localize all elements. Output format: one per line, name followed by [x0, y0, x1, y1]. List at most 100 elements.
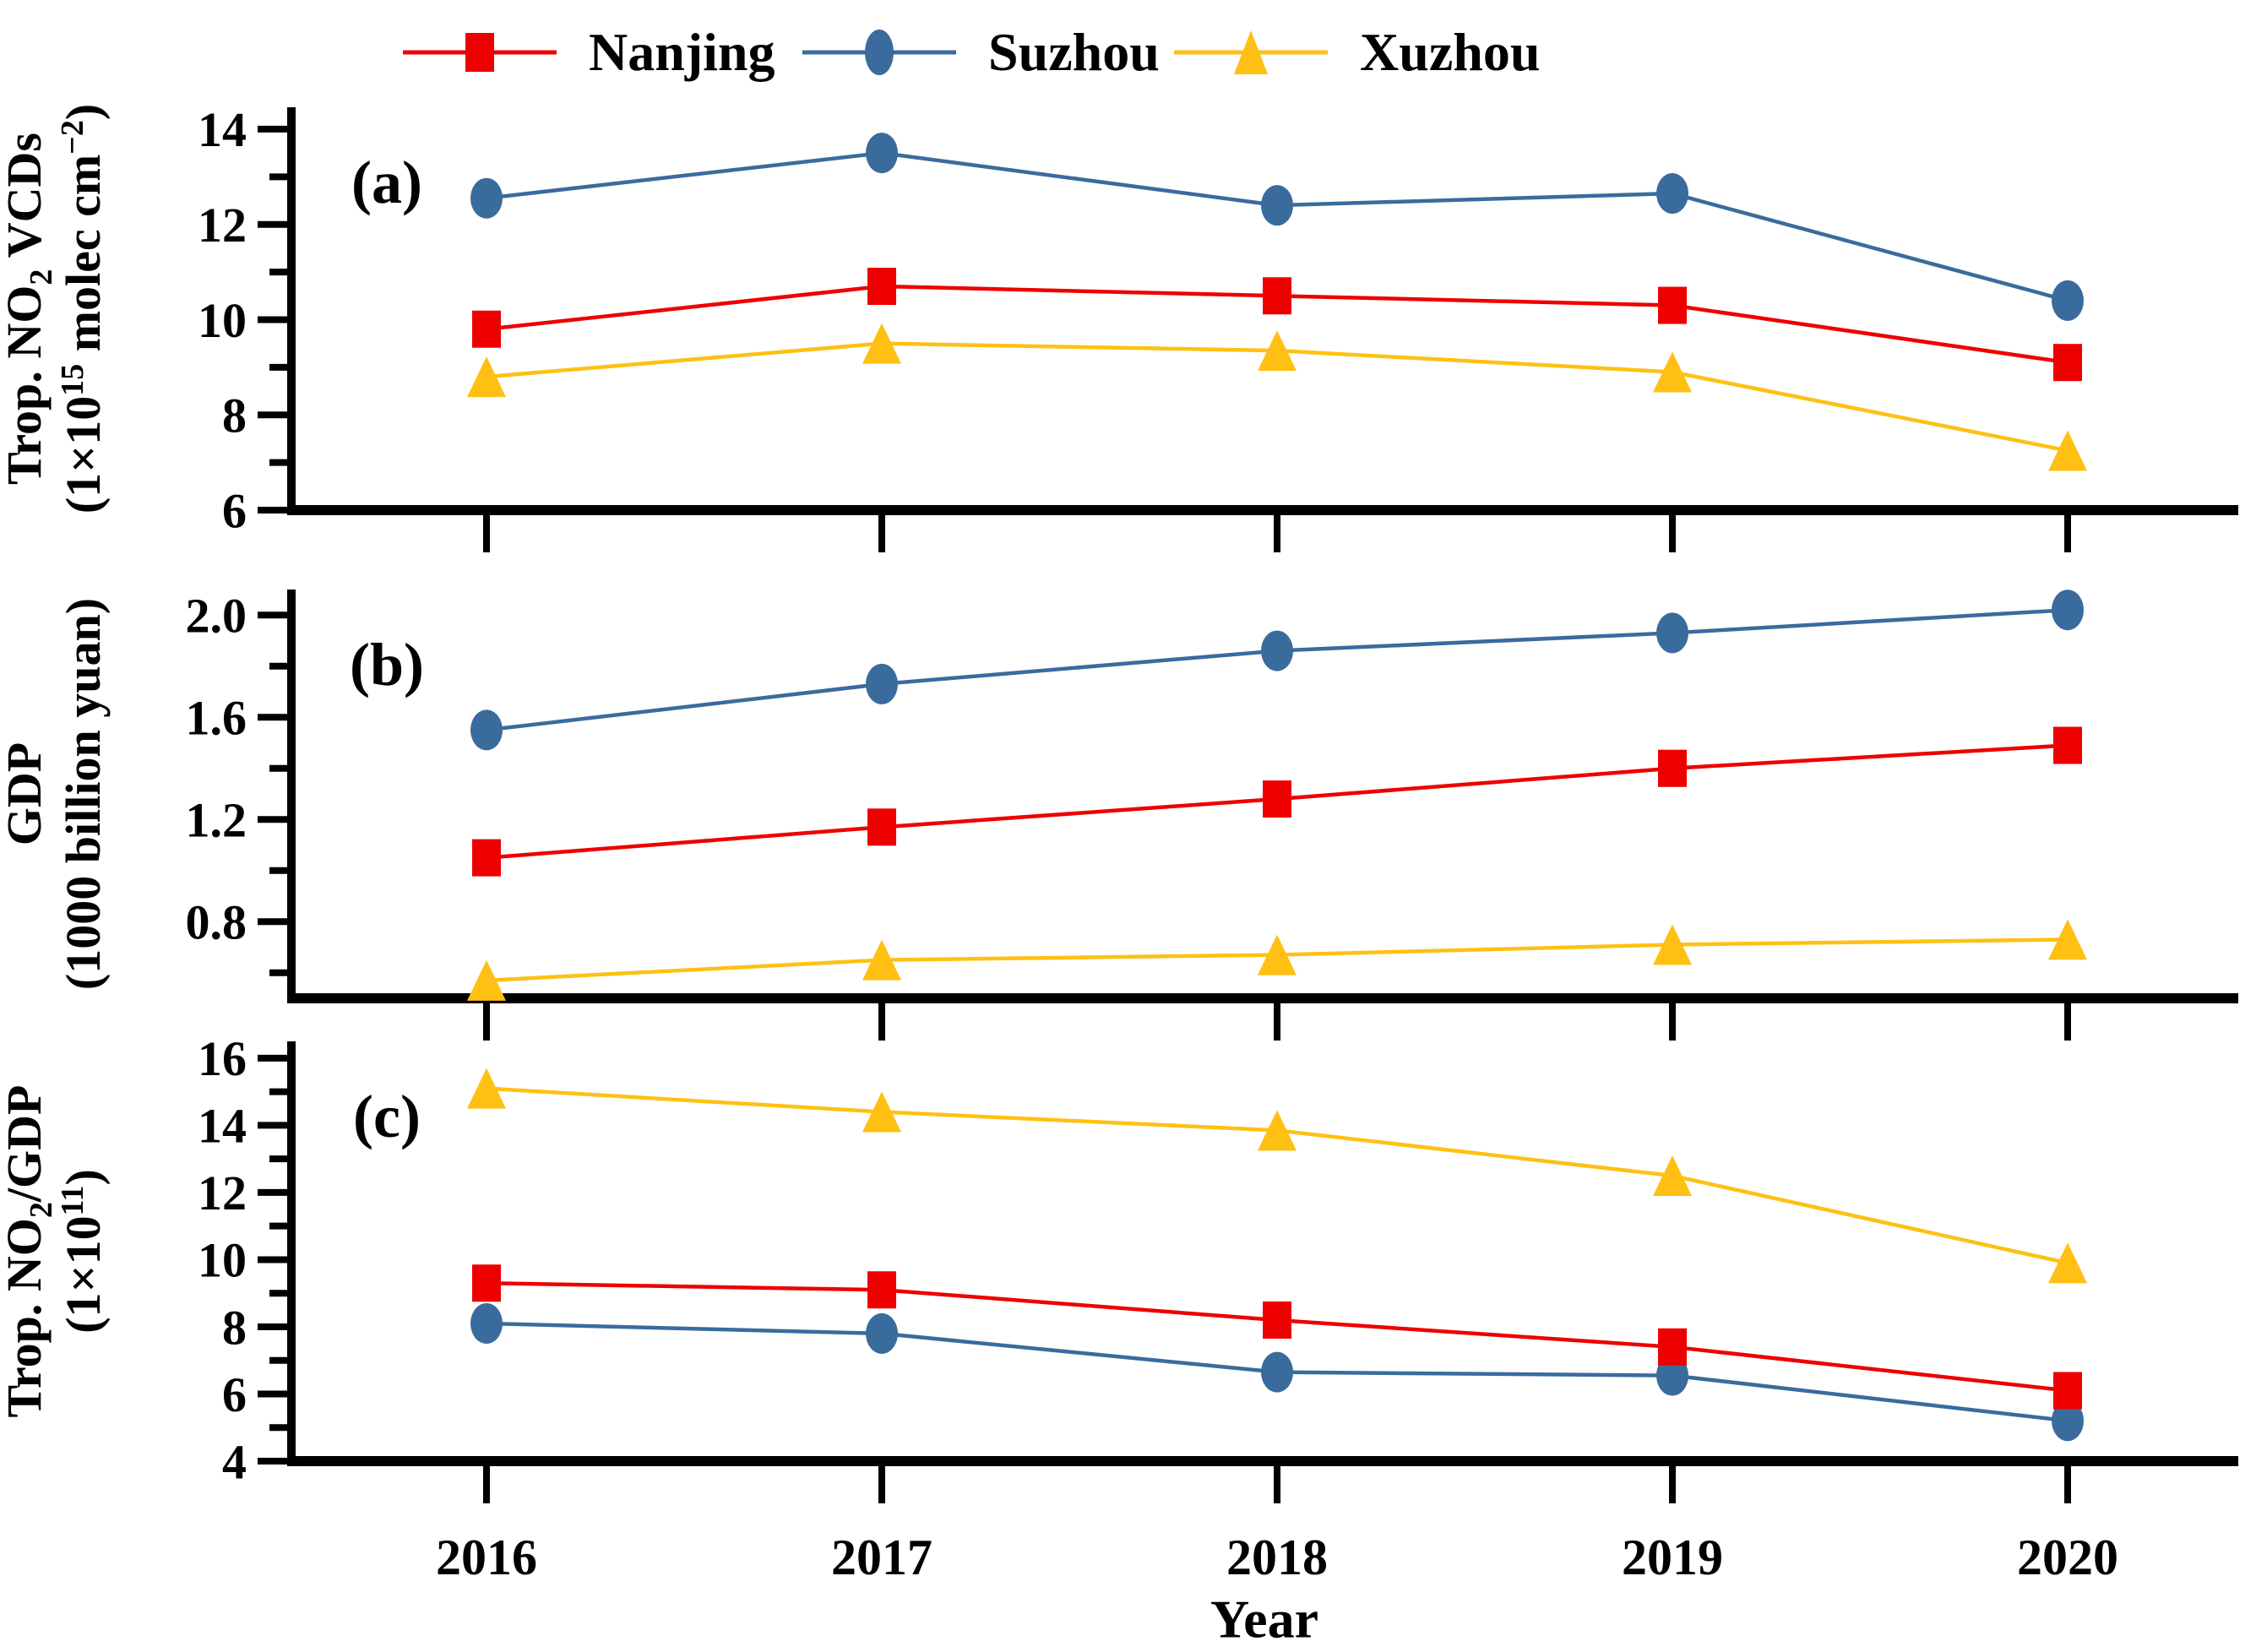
data-point-marker — [867, 1271, 896, 1309]
square-marker-icon — [465, 33, 494, 72]
y-axis-title-line1: GDP — [0, 742, 52, 845]
data-point-marker — [1263, 277, 1291, 315]
data-point-marker — [1658, 749, 1687, 787]
circle-marker-icon — [865, 30, 894, 75]
legend-key-square — [403, 33, 557, 72]
y-tick-label: 10 — [198, 293, 247, 348]
data-point-marker — [1258, 1110, 1297, 1151]
y-tick-label: 0.8 — [186, 895, 247, 950]
data-point-marker — [866, 663, 898, 704]
legend-label-suzhou: Suzhou — [988, 22, 1160, 82]
text-part: ) — [56, 1169, 111, 1185]
y-axis-title-line1: Trop. NO2/GDP — [0, 1085, 59, 1418]
legend: Nanjing Suzhou Xuzhou — [0, 0, 2267, 110]
y-axis-title-line2: (1×1011) — [55, 1169, 111, 1334]
data-point-marker — [866, 133, 898, 174]
y-tick-label: 10 — [198, 1233, 247, 1288]
y-tick-label: 2.0 — [186, 589, 247, 644]
y-tick-label: 8 — [222, 389, 247, 443]
y-tick-label: 6 — [222, 483, 247, 538]
data-point-marker — [1261, 185, 1293, 226]
series-nanjing — [472, 268, 2082, 382]
text-part: VCDs — [0, 133, 52, 269]
data-point-marker — [867, 808, 896, 846]
series-suzhou — [470, 590, 2084, 751]
y-axis-title-line2: (1000 billion yuan) — [56, 598, 111, 990]
text-part: /GDP — [0, 1085, 52, 1204]
data-point-marker — [470, 709, 503, 751]
legend-label-xuzhou: Xuzhou — [1360, 22, 1541, 82]
data-point-marker — [1261, 630, 1293, 671]
data-point-marker — [2052, 280, 2084, 321]
data-point-marker — [1258, 934, 1297, 975]
data-point-marker — [470, 1302, 503, 1344]
data-point-marker — [862, 1091, 901, 1133]
triangle-marker-icon — [1234, 30, 1268, 74]
x-tick-label: 2019 — [1622, 1530, 1723, 1585]
y-tick-label: 6 — [222, 1367, 247, 1422]
panel-label: (a) — [351, 149, 422, 216]
data-point-marker — [2053, 726, 2082, 764]
data-point-marker — [862, 323, 901, 364]
series-xuzhou — [467, 1068, 2087, 1284]
y-tick-label: 8 — [222, 1300, 247, 1355]
data-point-marker — [1258, 330, 1297, 372]
legend-label-nanjing: Nanjing — [589, 22, 775, 82]
text-part: 2 — [24, 1202, 59, 1218]
text-part: (1×10 — [56, 1215, 111, 1333]
panel-label: (b) — [350, 631, 424, 698]
data-point-marker — [2052, 590, 2084, 631]
data-point-marker — [1656, 612, 1688, 654]
series-suzhou — [470, 1302, 2084, 1442]
y-tick-label: 1.6 — [186, 691, 247, 746]
y-tick-label: 14 — [198, 102, 247, 157]
data-point-marker — [2052, 1400, 2084, 1442]
text-part: Trop. NO — [0, 1218, 52, 1417]
y-axis-title-line2: (1×1015 molec cm−2) — [55, 104, 111, 514]
data-point-marker — [2048, 1242, 2087, 1284]
panel-label: (c) — [353, 1083, 421, 1150]
series-nanjing — [472, 726, 2082, 877]
series-xuzhou — [467, 919, 2087, 1001]
series-xuzhou — [467, 323, 2087, 471]
series-nanjing — [472, 1264, 2082, 1410]
data-point-marker — [2053, 344, 2082, 382]
data-point-marker — [1263, 780, 1291, 818]
y-tick-label: 12 — [198, 1166, 247, 1220]
text-part: GDP — [0, 742, 52, 845]
panel-b: 0.8 1.2 1.6 2.0 (b) GDP (1000 billion yuan) — [0, 589, 2238, 1041]
legend-item-suzhou: Suzhou — [802, 15, 1160, 90]
y-tick-label: 4 — [222, 1434, 247, 1489]
text-part: 11 — [55, 1186, 90, 1216]
data-point-marker — [472, 1264, 501, 1302]
data-point-marker — [866, 1312, 898, 1354]
data-point-marker — [472, 310, 501, 348]
text-part: (1×10 — [56, 396, 111, 514]
panel-c: 4 6 8 10 12 14 16 (c) Trop. NO2/GDP(1×1011) — [0, 1031, 2238, 1503]
data-point-marker — [1653, 1155, 1692, 1197]
data-point-marker — [1653, 351, 1692, 393]
x-tick-label: 2018 — [1226, 1530, 1328, 1585]
data-point-marker — [1261, 1351, 1293, 1393]
data-point-marker — [470, 177, 503, 219]
x-axis-title: Year — [1210, 1589, 1318, 1649]
legend-key-triangle — [1174, 30, 1328, 74]
x-tick-label: 2016 — [436, 1530, 537, 1585]
text-part: 2 — [24, 269, 59, 285]
text-part: −2 — [55, 120, 90, 155]
text-part: 15 — [55, 364, 90, 396]
data-point-marker — [867, 268, 896, 305]
text-part: ) — [56, 104, 111, 120]
text-part: Trop. NO — [0, 285, 52, 485]
y-tick-label: 1.2 — [186, 793, 247, 848]
data-point-marker — [467, 1068, 506, 1109]
y-tick-label: 16 — [198, 1031, 247, 1086]
data-point-marker — [467, 959, 506, 1001]
series-suzhou — [470, 133, 2084, 321]
text-part: molec cm — [56, 155, 111, 364]
data-point-marker — [1658, 1328, 1687, 1366]
data-point-marker — [2048, 430, 2087, 471]
x-tick-label: 2020 — [2017, 1530, 2118, 1585]
